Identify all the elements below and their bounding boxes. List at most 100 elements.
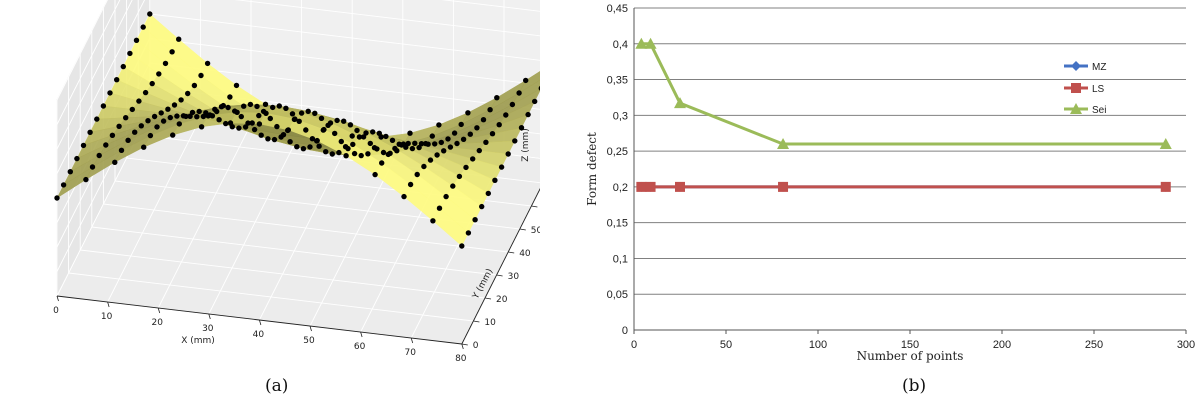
y-tick bbox=[519, 228, 526, 231]
measurement-point bbox=[458, 121, 464, 128]
y-tick-label: 50 bbox=[531, 226, 540, 236]
measurement-point bbox=[205, 113, 211, 119]
measurement-point bbox=[316, 143, 322, 149]
measurement-point bbox=[96, 152, 102, 159]
caption-a: (a) bbox=[265, 376, 289, 396]
measurement-point bbox=[247, 101, 254, 108]
measurement-point bbox=[376, 130, 382, 136]
measurement-point bbox=[83, 176, 89, 183]
measurement-point bbox=[345, 145, 351, 152]
measurement-point bbox=[147, 132, 154, 139]
measurement-point bbox=[280, 132, 287, 138]
legend-label: LS bbox=[1092, 84, 1105, 95]
back-gridline-z bbox=[441, 0, 540, 12]
y-tick bbox=[484, 297, 492, 300]
measurement-point bbox=[170, 132, 176, 138]
measurement-point bbox=[142, 89, 149, 96]
measurement-point bbox=[303, 127, 309, 133]
measurement-point bbox=[198, 124, 205, 130]
measurement-point bbox=[270, 104, 276, 111]
y-axis-label: Form defect bbox=[585, 132, 599, 206]
measurement-point bbox=[418, 141, 425, 147]
measurement-point bbox=[194, 114, 200, 120]
data-point-sei bbox=[1159, 137, 1172, 149]
measurement-point bbox=[216, 117, 222, 123]
measurement-point bbox=[460, 136, 467, 142]
measurement-point bbox=[389, 137, 396, 143]
y-tick-label: 0,05 bbox=[607, 289, 628, 301]
x-tick-label: 200 bbox=[993, 339, 1011, 351]
measurement-point bbox=[60, 182, 67, 188]
x-tick bbox=[157, 307, 161, 314]
measurement-point bbox=[436, 122, 442, 128]
measurement-point bbox=[516, 90, 522, 96]
measurement-point bbox=[147, 11, 153, 17]
x-tick bbox=[410, 337, 414, 344]
measurement-point bbox=[254, 103, 260, 110]
measurement-point bbox=[343, 153, 349, 159]
measurement-point bbox=[283, 105, 289, 112]
measurement-point bbox=[503, 112, 509, 118]
series-sei bbox=[635, 37, 1172, 149]
left-gridline-z bbox=[56, 0, 133, 150]
measurement-point bbox=[274, 123, 280, 130]
x-tick bbox=[360, 331, 363, 338]
legend-item-mz: MZ bbox=[1064, 61, 1106, 73]
legend-item-ls: LS bbox=[1064, 83, 1105, 95]
measurement-point bbox=[341, 118, 347, 124]
legend-label: Sei bbox=[1092, 105, 1106, 116]
measurement-point bbox=[234, 109, 240, 116]
y-tick-label: 0,3 bbox=[613, 110, 628, 122]
measurement-point bbox=[185, 90, 191, 97]
measurement-point bbox=[171, 102, 178, 108]
measurement-point bbox=[149, 80, 155, 87]
measurement-point bbox=[289, 111, 296, 117]
measurement-point bbox=[338, 138, 344, 145]
measurement-point bbox=[487, 107, 493, 113]
x-tick-label: 30 bbox=[202, 324, 214, 334]
legend-item-sei: Sei bbox=[1064, 103, 1106, 116]
measurement-point bbox=[129, 106, 135, 113]
measurement-point bbox=[485, 190, 491, 197]
x-tick-label: 250 bbox=[1085, 339, 1103, 351]
measurement-point bbox=[138, 123, 144, 129]
measurement-point bbox=[447, 144, 454, 150]
y-tick-label: 0,4 bbox=[613, 39, 628, 51]
measurement-point bbox=[292, 116, 298, 122]
measurement-point bbox=[265, 136, 271, 142]
measurement-point bbox=[351, 150, 358, 157]
measurement-point bbox=[263, 110, 269, 117]
measurement-point bbox=[505, 151, 511, 157]
measurement-point bbox=[451, 130, 458, 136]
measurement-point bbox=[256, 121, 263, 127]
measurement-point bbox=[118, 147, 125, 153]
measurement-point bbox=[307, 144, 313, 150]
measurement-point bbox=[89, 164, 96, 170]
measurement-point bbox=[374, 146, 380, 152]
measurement-point bbox=[479, 203, 485, 210]
measurement-point bbox=[489, 131, 496, 137]
measurement-point bbox=[405, 140, 411, 147]
measurement-point bbox=[156, 71, 162, 77]
y-tick-label: 40 bbox=[519, 249, 531, 259]
measurement-point bbox=[401, 193, 407, 200]
measurement-point bbox=[509, 101, 516, 108]
y-tick-label: 0 bbox=[622, 325, 628, 337]
measurement-point bbox=[498, 164, 505, 170]
measurement-point bbox=[223, 120, 229, 127]
measurement-point bbox=[242, 124, 249, 130]
measurement-point bbox=[349, 133, 355, 139]
measurement-point bbox=[236, 125, 242, 131]
measurement-point bbox=[430, 218, 436, 224]
x-tick bbox=[107, 301, 110, 308]
y-tick-label: 0,25 bbox=[607, 146, 628, 158]
measurement-point bbox=[94, 116, 100, 122]
back-gridline-z bbox=[149, 38, 540, 86]
measurement-point bbox=[120, 63, 127, 70]
measurement-point bbox=[140, 24, 146, 30]
measurement-point bbox=[145, 118, 151, 124]
floor-gridline-y bbox=[103, 203, 509, 253]
measurement-point bbox=[494, 95, 500, 101]
measurement-point bbox=[241, 103, 247, 109]
measurement-point bbox=[174, 113, 180, 119]
